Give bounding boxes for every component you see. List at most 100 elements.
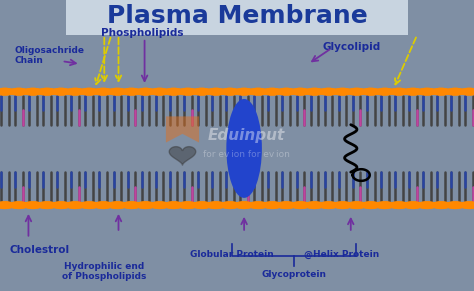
- Text: Globular Protein: Globular Protein: [191, 250, 274, 259]
- Ellipse shape: [262, 88, 283, 96]
- Ellipse shape: [417, 201, 438, 209]
- Text: for ev ion for ev ion: for ev ion for ev ion: [203, 150, 290, 159]
- Ellipse shape: [459, 201, 474, 209]
- Ellipse shape: [93, 201, 114, 209]
- Ellipse shape: [9, 201, 29, 209]
- Ellipse shape: [121, 201, 142, 209]
- Ellipse shape: [79, 88, 100, 96]
- Ellipse shape: [9, 88, 29, 96]
- Text: Glycolipid: Glycolipid: [322, 42, 381, 52]
- Ellipse shape: [402, 201, 423, 209]
- Ellipse shape: [107, 88, 128, 96]
- Ellipse shape: [318, 88, 339, 96]
- Ellipse shape: [191, 88, 212, 96]
- Ellipse shape: [51, 88, 72, 96]
- Ellipse shape: [0, 201, 15, 209]
- Ellipse shape: [332, 88, 353, 96]
- Ellipse shape: [163, 88, 184, 96]
- Ellipse shape: [149, 88, 170, 96]
- Ellipse shape: [417, 201, 438, 209]
- Ellipse shape: [346, 201, 367, 209]
- Ellipse shape: [219, 201, 240, 209]
- Ellipse shape: [0, 88, 15, 96]
- Ellipse shape: [107, 201, 128, 209]
- Ellipse shape: [79, 201, 100, 209]
- Ellipse shape: [276, 88, 297, 96]
- Text: Plasma Membrane: Plasma Membrane: [107, 4, 367, 28]
- Ellipse shape: [36, 201, 57, 209]
- Ellipse shape: [219, 88, 240, 96]
- Ellipse shape: [360, 88, 381, 96]
- Ellipse shape: [234, 88, 255, 96]
- Ellipse shape: [276, 201, 297, 209]
- Ellipse shape: [431, 88, 452, 96]
- Ellipse shape: [64, 88, 85, 96]
- Ellipse shape: [248, 201, 269, 209]
- Ellipse shape: [332, 88, 353, 96]
- Ellipse shape: [51, 88, 72, 96]
- Ellipse shape: [276, 88, 297, 96]
- Ellipse shape: [360, 88, 381, 96]
- Ellipse shape: [135, 88, 156, 96]
- Ellipse shape: [205, 201, 226, 209]
- Ellipse shape: [0, 88, 15, 96]
- Ellipse shape: [93, 88, 114, 96]
- Ellipse shape: [304, 88, 325, 96]
- Text: @Helix Protein: @Helix Protein: [304, 250, 379, 259]
- Ellipse shape: [149, 201, 170, 209]
- Ellipse shape: [36, 88, 57, 96]
- Ellipse shape: [459, 88, 474, 96]
- Ellipse shape: [360, 201, 381, 209]
- Ellipse shape: [276, 201, 297, 209]
- Ellipse shape: [248, 88, 269, 96]
- Ellipse shape: [346, 88, 367, 96]
- Ellipse shape: [227, 99, 262, 198]
- Ellipse shape: [93, 88, 114, 96]
- Ellipse shape: [318, 201, 339, 209]
- Ellipse shape: [248, 201, 269, 209]
- FancyBboxPatch shape: [66, 0, 408, 35]
- Ellipse shape: [445, 201, 465, 209]
- Ellipse shape: [36, 88, 57, 96]
- Ellipse shape: [191, 88, 212, 96]
- Text: Phospholipids: Phospholipids: [101, 28, 183, 38]
- Ellipse shape: [219, 201, 240, 209]
- Ellipse shape: [445, 201, 465, 209]
- Text: Oligosachride
Chain: Oligosachride Chain: [14, 46, 84, 65]
- Ellipse shape: [374, 88, 395, 96]
- Ellipse shape: [402, 88, 423, 96]
- Ellipse shape: [402, 88, 423, 96]
- Ellipse shape: [290, 201, 311, 209]
- Ellipse shape: [290, 201, 311, 209]
- Ellipse shape: [79, 201, 100, 209]
- Ellipse shape: [374, 88, 395, 96]
- Ellipse shape: [22, 201, 43, 209]
- Ellipse shape: [445, 88, 465, 96]
- Ellipse shape: [163, 201, 184, 209]
- Ellipse shape: [177, 88, 198, 96]
- Ellipse shape: [22, 88, 43, 96]
- Ellipse shape: [219, 88, 240, 96]
- Ellipse shape: [79, 88, 100, 96]
- Ellipse shape: [346, 201, 367, 209]
- Ellipse shape: [346, 88, 367, 96]
- Ellipse shape: [191, 201, 212, 209]
- Ellipse shape: [262, 201, 283, 209]
- Ellipse shape: [332, 201, 353, 209]
- Ellipse shape: [51, 201, 72, 209]
- Ellipse shape: [36, 201, 57, 209]
- Ellipse shape: [135, 201, 156, 209]
- Ellipse shape: [290, 88, 311, 96]
- Ellipse shape: [389, 201, 410, 209]
- Ellipse shape: [64, 201, 85, 209]
- Ellipse shape: [9, 201, 29, 209]
- Ellipse shape: [402, 201, 423, 209]
- Ellipse shape: [304, 88, 325, 96]
- Text: Glycoprotein: Glycoprotein: [261, 271, 327, 279]
- Ellipse shape: [177, 88, 198, 96]
- Ellipse shape: [22, 201, 43, 209]
- Ellipse shape: [262, 88, 283, 96]
- Ellipse shape: [177, 201, 198, 209]
- Ellipse shape: [135, 88, 156, 96]
- Ellipse shape: [374, 201, 395, 209]
